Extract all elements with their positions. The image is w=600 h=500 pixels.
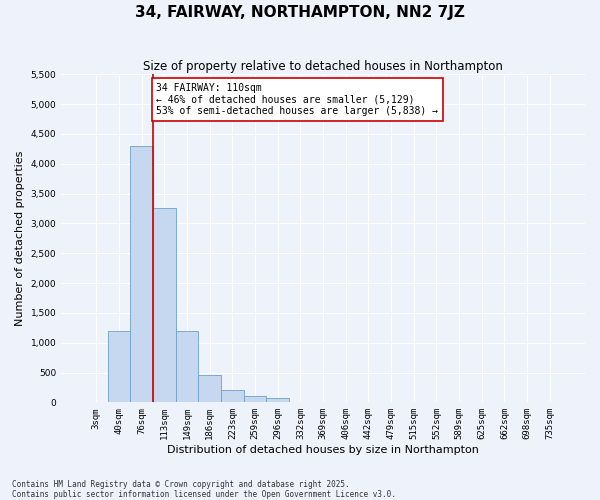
Bar	[244, 396, 266, 402]
Bar	[221, 390, 244, 402]
Bar	[130, 146, 153, 403]
Text: 34, FAIRWAY, NORTHAMPTON, NN2 7JZ: 34, FAIRWAY, NORTHAMPTON, NN2 7JZ	[135, 5, 465, 20]
Text: 34 FAIRWAY: 110sqm
← 46% of detached houses are smaller (5,129)
53% of semi-deta: 34 FAIRWAY: 110sqm ← 46% of detached hou…	[157, 83, 439, 116]
Bar	[266, 398, 289, 402]
Bar	[107, 330, 130, 402]
Bar	[176, 330, 199, 402]
Y-axis label: Number of detached properties: Number of detached properties	[15, 150, 25, 326]
Bar	[153, 208, 176, 402]
Bar	[199, 376, 221, 402]
Text: Contains HM Land Registry data © Crown copyright and database right 2025.
Contai: Contains HM Land Registry data © Crown c…	[12, 480, 396, 499]
X-axis label: Distribution of detached houses by size in Northampton: Distribution of detached houses by size …	[167, 445, 479, 455]
Title: Size of property relative to detached houses in Northampton: Size of property relative to detached ho…	[143, 60, 503, 73]
